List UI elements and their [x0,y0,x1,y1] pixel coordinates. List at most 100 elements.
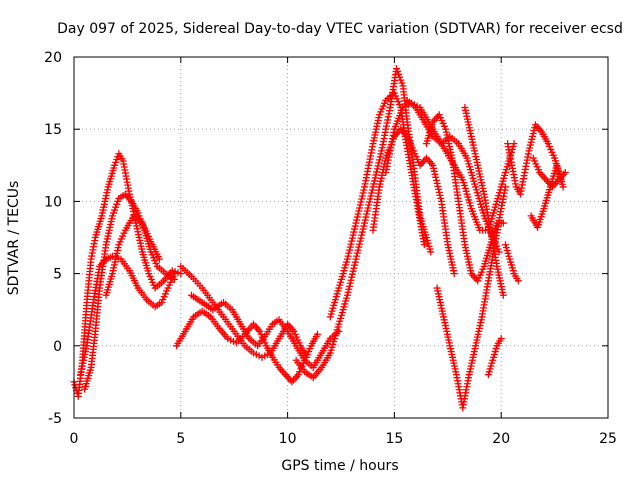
data-point [362,213,370,221]
chart-title: Day 097 of 2025, Sidereal Day-to-day VTE… [57,21,623,37]
data-point [430,167,438,175]
data-point [363,210,371,218]
data-point [369,183,377,191]
data-point [510,140,518,148]
data-marks [70,65,569,412]
data-point [497,335,505,343]
x-axis-label: GPS time / hours [281,458,398,474]
data-point [356,237,364,245]
y-axis-label: SDTVAR / TECUs [6,181,22,296]
data-point [370,180,378,188]
y-tick-label: 5 [53,267,62,283]
y-tick-label: 20 [44,50,62,66]
data-point [344,252,352,260]
data-point [346,246,354,254]
data-point [358,231,366,239]
data-point [348,270,356,278]
series-trace-14 [433,183,509,412]
y-tick-label: 15 [44,122,62,138]
y-tick-label: 10 [44,194,62,210]
data-point [356,201,364,209]
data-point [368,186,376,194]
data-point [365,198,373,206]
data-point [358,192,366,200]
data-point [359,189,367,197]
data-point [358,195,366,203]
data-point [357,198,365,206]
data-point [373,165,381,173]
data-point [345,249,353,257]
data-point [366,195,374,203]
data-point [434,182,442,190]
data-point [177,270,185,278]
data-point [356,240,364,248]
data-point [348,237,356,245]
data-point [358,228,366,236]
data-point [437,194,445,202]
data-point [348,273,356,281]
x-tick-label: 0 [70,431,79,447]
data-point [352,255,360,263]
axis-tick-labels: 0 5 10 15 20 25 -5 0 5 10 15 20 [44,50,617,447]
data-point [435,188,443,196]
data-point [377,150,385,158]
data-point [356,204,364,212]
data-point [375,156,383,164]
x-tick-label: 20 [492,431,510,447]
data-point [430,164,438,172]
data-point [353,216,361,224]
data-point [345,285,353,293]
x-tick-label: 5 [176,431,185,447]
series-trace-16 [484,335,505,379]
data-point [351,222,359,230]
data-point [351,258,359,266]
data-point [432,176,440,184]
data-point [346,282,354,290]
data-point [435,185,443,193]
data-point [420,241,428,249]
x-tick-label: 25 [599,431,617,447]
data-point [314,330,322,338]
data-point [376,153,384,161]
series-trace-7 [187,291,343,371]
data-point [355,207,363,215]
data-point [353,249,361,257]
series-trace-3 [81,190,178,393]
data-point [427,248,435,256]
data-point [431,170,439,178]
data-point [354,210,362,218]
series-trace-2 [76,252,178,379]
data-point [499,291,507,299]
data-point [343,291,351,299]
series-trace-20 [501,241,522,285]
data-point [355,243,363,251]
data-point [433,179,441,187]
data-point [346,243,354,251]
data-point [347,276,355,284]
data-point [359,225,367,233]
data-point [371,174,379,182]
data-point [353,252,361,260]
series-trace-15 [461,104,507,299]
data-point [436,191,444,199]
data-point [349,267,357,275]
data-point [374,162,382,170]
series-trace-19 [529,154,569,191]
series-trace-17 [504,121,565,198]
series-trace-1 [70,150,185,400]
data-point [373,168,381,176]
data-point [352,219,360,227]
data-point [365,201,373,209]
data-point [347,240,355,248]
data-point [344,288,352,296]
data-point [501,183,509,191]
data-point [432,173,440,181]
series-trace-18 [527,161,567,231]
data-point [351,225,359,233]
plot-frame [73,56,609,419]
data-point [357,234,365,242]
data-point [372,171,380,179]
data-point [170,275,178,283]
data-point [349,231,357,239]
